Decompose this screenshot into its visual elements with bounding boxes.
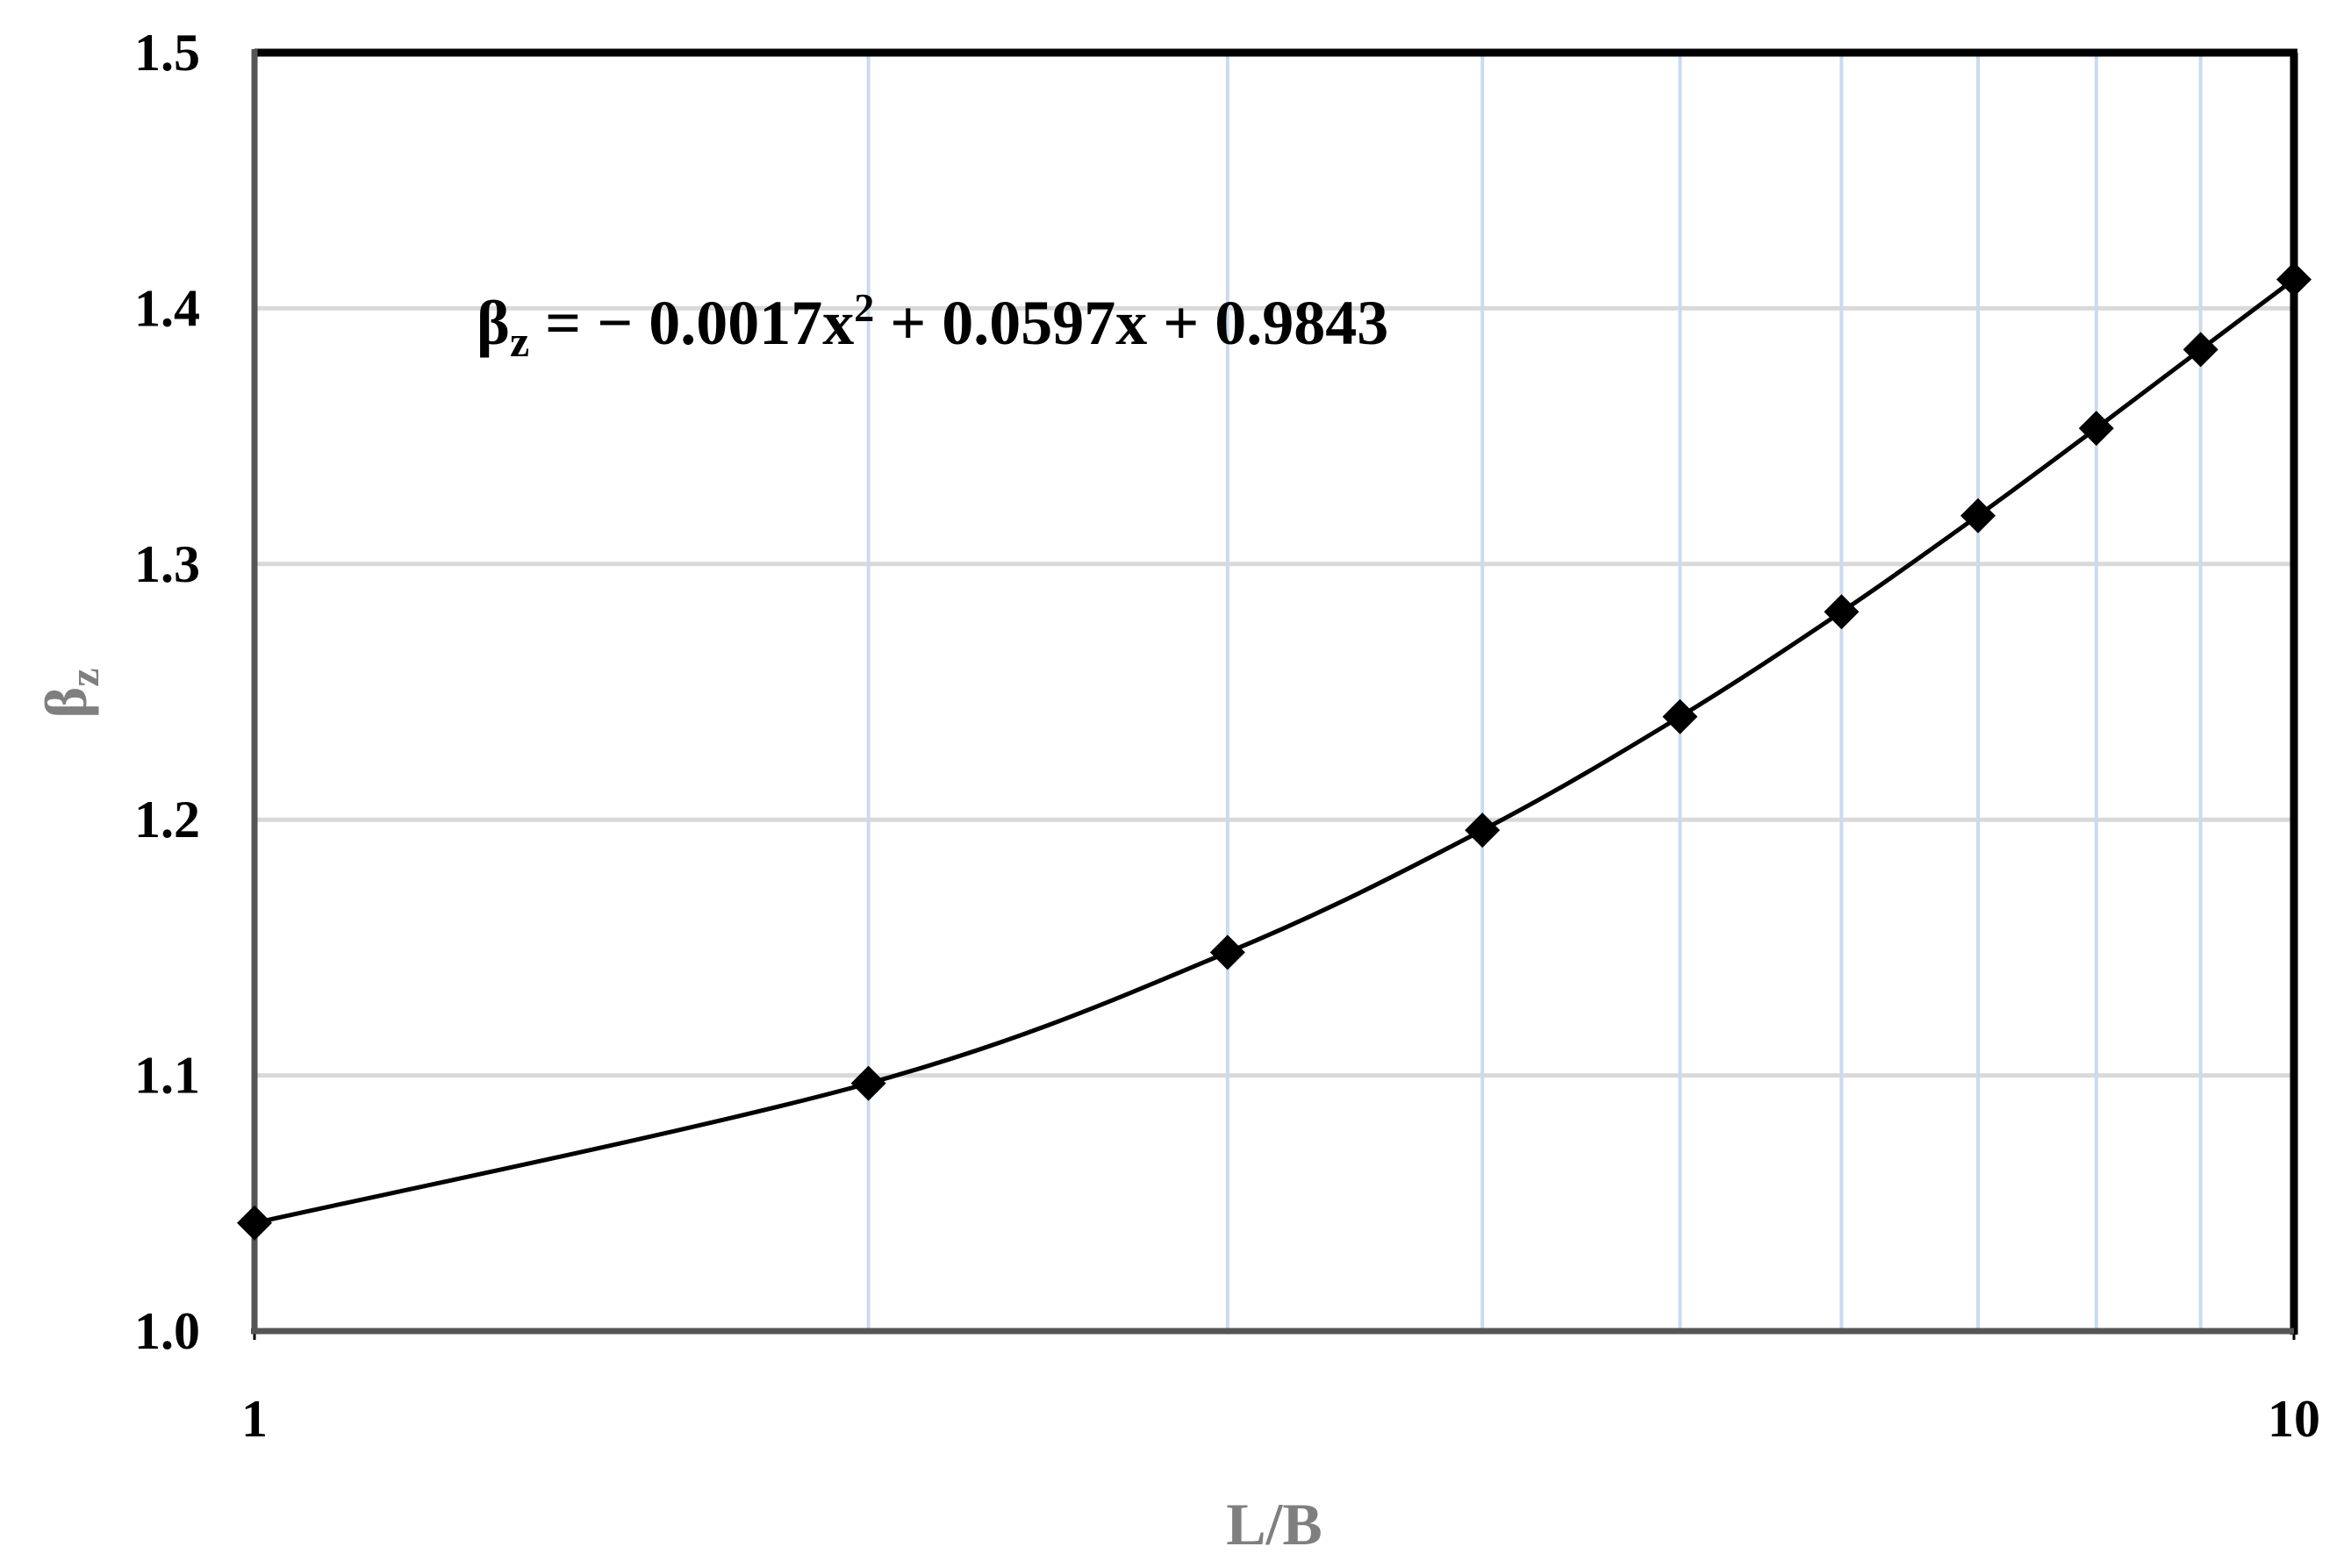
y-tick-label: 1.4	[134, 279, 200, 337]
y-tick-label: 1.0	[134, 1302, 200, 1360]
grid-layer	[251, 48, 2298, 1340]
marks-layer	[237, 261, 2312, 1241]
y-tick-label: 1.2	[134, 791, 200, 848]
y-axis-title: βz	[32, 668, 108, 718]
marker	[1960, 498, 1996, 533]
equation-symbol: β	[477, 288, 510, 358]
equation-text: = − 0.0017x	[529, 288, 854, 358]
y-axis-subscript: z	[61, 668, 108, 686]
series-line	[254, 277, 2296, 1226]
equation-superscript: 2	[854, 285, 874, 330]
y-axis-symbol: β	[32, 687, 99, 719]
marker	[2078, 411, 2114, 447]
y-tick-label: 1.3	[134, 535, 200, 593]
x-tick-label: 1	[241, 1390, 268, 1448]
x-tick-label: 10	[2268, 1390, 2320, 1448]
y-tick-label: 1.5	[134, 24, 200, 82]
x-axis-title: L/B	[1226, 1491, 1322, 1557]
marker	[1824, 594, 1860, 630]
marker	[1465, 813, 1501, 848]
equation: βz = − 0.0017x2 + 0.0597x + 0.9843	[477, 285, 1388, 366]
marker	[2276, 261, 2312, 297]
equation-text: + 0.0597x + 0.9843	[874, 288, 1388, 358]
marker	[237, 1205, 272, 1241]
marker	[2183, 332, 2218, 368]
marker	[1662, 698, 1698, 734]
equation-subscript: z	[510, 317, 529, 366]
marker	[1209, 934, 1245, 970]
marker	[850, 1065, 886, 1101]
y-tick-label: 1.1	[134, 1047, 200, 1105]
